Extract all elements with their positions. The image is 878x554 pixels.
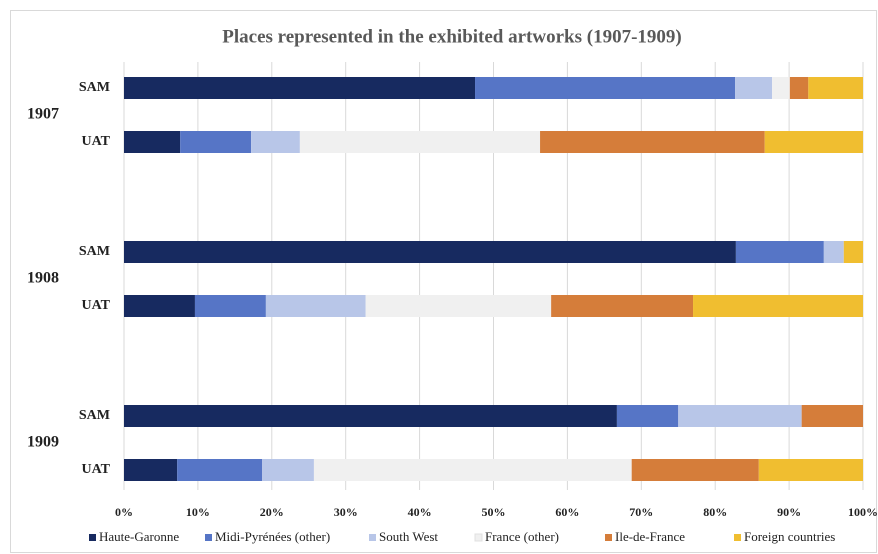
legend-swatch bbox=[369, 534, 376, 541]
bar-segment bbox=[194, 295, 266, 317]
category-label: SAM bbox=[79, 408, 110, 423]
x-tick-label: 10% bbox=[186, 505, 210, 519]
bar-segment bbox=[823, 241, 844, 263]
bar-segment bbox=[843, 241, 863, 263]
legend-label: South West bbox=[379, 529, 438, 544]
legend-label: France (other) bbox=[485, 529, 559, 544]
chart-title: Places represented in the exhibited artw… bbox=[222, 26, 681, 47]
group-label: 1908 bbox=[27, 270, 59, 287]
legend-swatch bbox=[89, 534, 96, 541]
x-tick-label: 60% bbox=[555, 505, 579, 519]
bar-segment bbox=[124, 77, 476, 99]
legend-label: Foreign countries bbox=[744, 529, 835, 544]
bar-segment bbox=[758, 459, 863, 481]
bar-segment bbox=[540, 131, 765, 153]
x-tick-label: 40% bbox=[408, 505, 432, 519]
bar-segment bbox=[772, 77, 790, 99]
legend-swatch bbox=[605, 534, 612, 541]
category-label: UAT bbox=[81, 298, 110, 313]
bar-segment bbox=[180, 131, 252, 153]
x-tick-label: 30% bbox=[334, 505, 358, 519]
bar-segment bbox=[124, 241, 736, 263]
x-tick-label: 70% bbox=[629, 505, 653, 519]
bar-segment bbox=[801, 405, 863, 427]
bar-segment bbox=[764, 131, 863, 153]
bar-segment bbox=[251, 131, 300, 153]
bar-segment bbox=[735, 77, 773, 99]
bar-segment bbox=[299, 131, 541, 153]
category-label: SAM bbox=[79, 80, 110, 95]
x-tick-label: 100% bbox=[848, 505, 878, 519]
legend-label: Ile-de-France bbox=[615, 529, 685, 544]
bar-segment bbox=[365, 295, 552, 317]
group-label: 1907 bbox=[27, 106, 59, 123]
bar-segment bbox=[616, 405, 679, 427]
bar-segment bbox=[678, 405, 802, 427]
bar-segment bbox=[124, 295, 195, 317]
bar-segment bbox=[735, 241, 824, 263]
category-label: UAT bbox=[81, 134, 110, 149]
category-label: SAM bbox=[79, 244, 110, 259]
bar-segment bbox=[475, 77, 736, 99]
bar-segment bbox=[265, 295, 366, 317]
x-tick-label: 90% bbox=[777, 505, 801, 519]
bar-segment bbox=[789, 77, 809, 99]
x-tick-label: 80% bbox=[703, 505, 727, 519]
bar-segment bbox=[124, 405, 617, 427]
bar-segment bbox=[551, 295, 694, 317]
legend-swatch bbox=[474, 533, 483, 542]
legend-swatch bbox=[205, 534, 212, 541]
bar-segment bbox=[313, 459, 632, 481]
bar-segment bbox=[262, 459, 314, 481]
category-label: UAT bbox=[81, 462, 110, 477]
x-tick-label: 20% bbox=[260, 505, 284, 519]
legend-swatch bbox=[734, 534, 741, 541]
bar-segment bbox=[631, 459, 759, 481]
bar-segment bbox=[693, 295, 863, 317]
x-tick-label: 0% bbox=[115, 505, 133, 519]
group-label: 1909 bbox=[27, 434, 59, 451]
bar-segment bbox=[808, 77, 863, 99]
x-tick-label: 50% bbox=[482, 505, 506, 519]
legend-label: Midi-Pyrénées (other) bbox=[215, 529, 330, 544]
bar-segment bbox=[124, 131, 181, 153]
bar-segment bbox=[177, 459, 263, 481]
bar-segment bbox=[124, 459, 178, 481]
legend-label: Haute-Garonne bbox=[99, 529, 179, 544]
